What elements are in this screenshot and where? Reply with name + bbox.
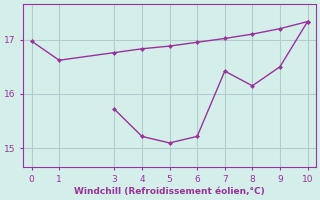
X-axis label: Windchill (Refroidissement éolien,°C): Windchill (Refroidissement éolien,°C)	[74, 187, 265, 196]
